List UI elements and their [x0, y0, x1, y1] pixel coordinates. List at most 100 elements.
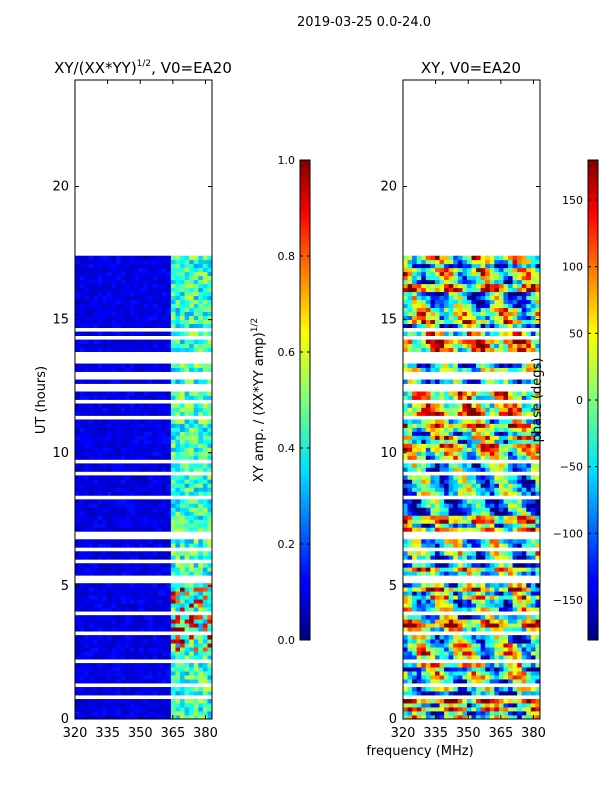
phase-cell: [494, 423, 500, 428]
phase-cell: [485, 331, 491, 336]
phase-cell: [512, 699, 518, 704]
amplitude-cell: [102, 679, 108, 684]
amplitude-cell: [79, 275, 85, 281]
phase-cell: [530, 439, 537, 444]
amplitude-cell: [97, 379, 103, 384]
amplitude-cell: [75, 663, 81, 668]
amplitude-cell: [75, 283, 81, 289]
phase-cell: [530, 491, 537, 496]
phase-cell: [471, 679, 477, 684]
amplitude-cell: [148, 707, 154, 712]
amplitude-cell: [111, 407, 117, 412]
amplitude-cell: [106, 447, 113, 452]
phase-cell: [535, 463, 540, 468]
amplitude-cell: [93, 671, 99, 676]
amplitude-cell: [134, 643, 140, 648]
amplitude-cell: [84, 651, 90, 656]
phase-cell: [535, 619, 540, 624]
phase-cell: [471, 515, 477, 520]
amplitude-cell: [106, 455, 113, 460]
amplitude-cell: [134, 363, 140, 368]
amplitude-cell: [75, 263, 81, 269]
phase-cell: [444, 711, 450, 716]
amplitude-cell: [79, 527, 85, 532]
phase-cell: [407, 331, 413, 336]
amplitude-cell: [125, 651, 131, 656]
amplitude-cell: [180, 503, 186, 508]
amplitude-cell: [129, 419, 135, 424]
amplitude-cell: [184, 395, 190, 400]
amplitude-cell: [75, 523, 81, 528]
phase-cell: [416, 627, 422, 632]
amplitude-cell: [189, 271, 195, 277]
phase-cell: [521, 671, 527, 676]
phase-cell: [530, 423, 537, 428]
amplitude-cell: [125, 279, 131, 285]
phase-cell: [498, 563, 505, 568]
phase-cell: [508, 395, 514, 400]
amplitude-cell: [180, 623, 186, 628]
amplitude-cell: [125, 315, 131, 321]
phase-cell: [466, 507, 473, 512]
phase-cell: [494, 563, 500, 568]
amplitude-cell: [202, 491, 209, 496]
phase-cell: [521, 619, 527, 624]
amplitude-cell: [84, 591, 90, 596]
amplitude-cell: [134, 567, 140, 572]
amplitude-cell: [84, 587, 90, 592]
phase-cell: [517, 711, 523, 716]
amplitude-cell: [193, 619, 199, 624]
phase-cell: [421, 511, 427, 516]
amplitude-cell: [193, 299, 199, 305]
phase-cell: [508, 379, 514, 384]
phase-cell: [521, 663, 527, 668]
amplitude-cell: [120, 455, 126, 460]
amplitude-cell: [138, 319, 145, 325]
phase-cell: [412, 607, 418, 612]
phase-cell: [526, 443, 532, 448]
amplitude-cell: [93, 419, 99, 424]
amplitude-cell: [138, 619, 145, 624]
phase-cell: [526, 595, 532, 600]
phase-cell: [535, 439, 540, 444]
amplitude-cell: [193, 463, 199, 468]
amplitude-cell: [184, 675, 190, 680]
phase-cell: [526, 447, 532, 452]
phase-cell: [526, 527, 532, 532]
amplitude-ytick-label: 5: [61, 579, 69, 594]
phase-cell: [466, 715, 473, 719]
phase-cell: [462, 443, 468, 448]
phase-cell: [517, 691, 523, 696]
phase-cell: [434, 651, 441, 656]
amplitude-cell: [143, 715, 149, 719]
amplitude-cell: [143, 515, 149, 520]
amplitude-cell: [170, 407, 177, 412]
amplitude-ytick-label: 0: [61, 712, 69, 727]
phase-cell: [448, 591, 454, 596]
phase-cell: [434, 339, 441, 344]
amplitude-cell: [152, 263, 158, 269]
amplitude-cell: [116, 667, 122, 672]
amplitude-cell: [93, 443, 99, 448]
phase-cell: [466, 615, 473, 620]
phase-cell: [430, 439, 436, 444]
phase-cell: [503, 467, 509, 472]
amplitude-cell: [93, 643, 99, 648]
amplitude-cell: [88, 263, 94, 269]
amplitude-cell: [170, 455, 177, 460]
amplitude-cell: [189, 463, 195, 468]
phase-cell: [403, 571, 409, 576]
amplitude-cell: [148, 623, 154, 628]
phase-cell: [530, 363, 537, 368]
phase-cell: [508, 703, 514, 708]
phase-cell: [503, 407, 509, 412]
amplitude-cell: [102, 275, 108, 281]
phase-cell: [476, 439, 482, 444]
phase-cell: [526, 711, 532, 716]
amplitude-cell: [75, 475, 81, 480]
phase-cell: [476, 323, 482, 329]
phase-cell: [489, 587, 495, 592]
amplitude-cell: [166, 583, 172, 588]
phase-cell: [526, 587, 532, 592]
phase-cell: [425, 623, 431, 628]
